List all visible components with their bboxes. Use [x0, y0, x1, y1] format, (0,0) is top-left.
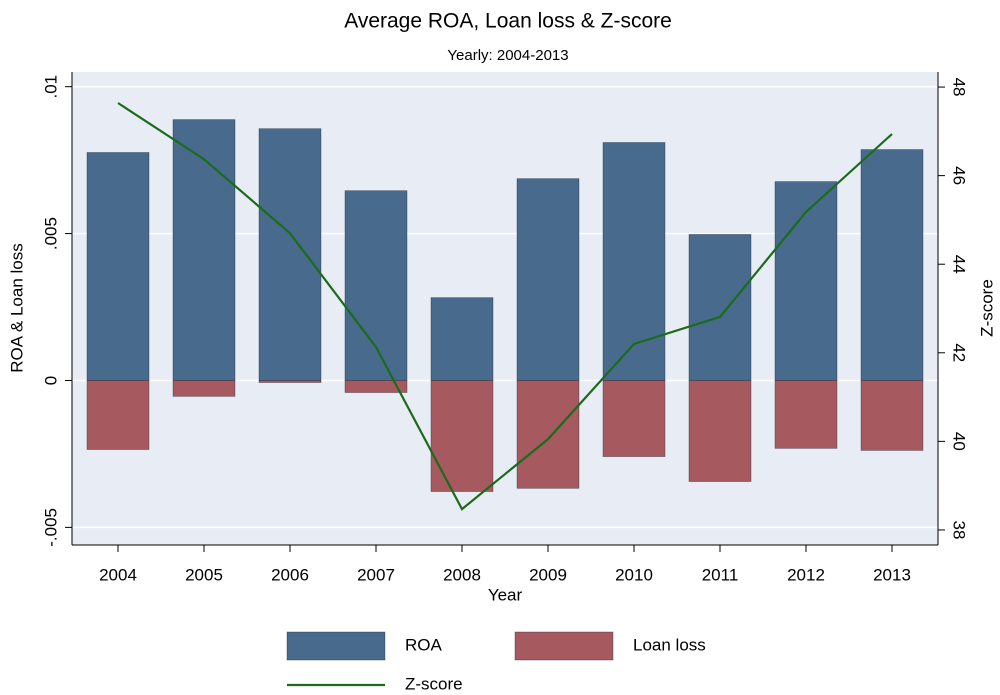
bar	[516, 380, 580, 489]
bar	[172, 380, 236, 397]
legend-swatch	[514, 631, 614, 661]
x-tick-label: 2013	[873, 565, 911, 584]
bar	[774, 181, 838, 381]
y-tick-label: .005	[41, 217, 60, 250]
chart-subtitle: Yearly: 2004-2013	[447, 47, 568, 64]
bar	[516, 178, 580, 381]
bar	[258, 128, 322, 381]
bar	[430, 297, 494, 381]
x-axis-title: Year	[488, 585, 523, 604]
x-tick-label: 2004	[99, 565, 137, 584]
bar	[602, 142, 666, 381]
legend-label: ROA	[405, 635, 443, 654]
x-tick-label: 2007	[357, 565, 395, 584]
y2-tick-label: 48	[950, 78, 969, 97]
bar	[344, 380, 408, 393]
y-tick-label: .01	[41, 75, 60, 99]
legend-label: Z-score	[405, 674, 463, 693]
bar	[344, 190, 408, 381]
x-tick-label: 2011	[702, 565, 739, 584]
bar	[86, 152, 150, 381]
bar	[688, 234, 752, 381]
bar	[258, 380, 322, 383]
z-score-line	[117, 102, 893, 511]
y2-tick-label: 44	[950, 255, 969, 274]
y-tick-label: -.005	[41, 508, 60, 547]
y2-tick-label: 46	[950, 166, 969, 185]
y2-tick-label: 40	[950, 432, 969, 451]
chart-title: Average ROA, Loan loss & Z-score	[344, 10, 672, 33]
x-tick-label: 2009	[529, 565, 567, 584]
bar	[86, 380, 150, 450]
bar	[688, 380, 752, 482]
bar	[860, 149, 924, 381]
y2-tick-label: 38	[950, 520, 969, 539]
x-tick-label: 2006	[271, 565, 309, 584]
y-axis-title: ROA & Loan loss	[7, 243, 26, 372]
x-tick-label: 2012	[787, 565, 825, 584]
y2-tick-label: 42	[950, 343, 969, 362]
x-tick-label: 2010	[615, 565, 653, 584]
legend-swatch	[286, 631, 386, 661]
bar	[860, 380, 924, 451]
bar	[774, 380, 838, 449]
legend-label: Loan loss	[633, 635, 706, 654]
bar	[602, 380, 666, 457]
y2-axis-title: Z-score	[977, 279, 996, 337]
x-tick-label: 2005	[185, 565, 223, 584]
bar	[172, 119, 236, 381]
y-tick-label: 0	[41, 376, 60, 385]
bar	[430, 380, 494, 492]
x-tick-label: 2008	[443, 565, 481, 584]
